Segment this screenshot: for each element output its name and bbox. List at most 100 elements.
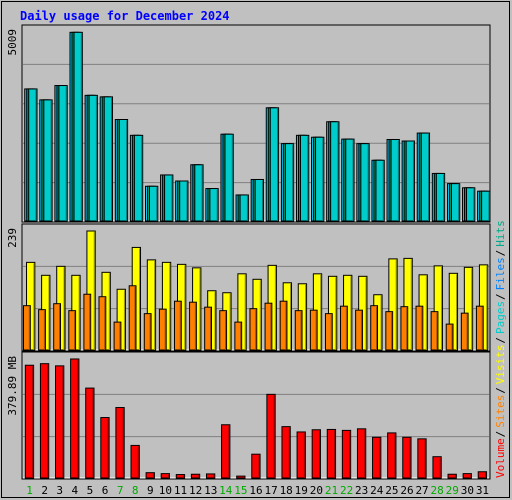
bar-volume-day-16 [251,453,261,479]
x-tick-label-15: 15 [234,484,247,497]
bar-volume-day-31 [477,471,488,479]
bar-pages-day-29 [450,183,461,222]
bar-volume-day-24 [372,436,382,479]
bar-volume-day-18 [281,426,291,479]
legend-separator: / [494,337,507,344]
x-tick-label-12: 12 [189,484,202,497]
bar-sites-day-17 [264,302,273,351]
x-tick-label-9: 9 [147,484,154,497]
bar-volume-day-6 [100,417,110,479]
x-tick-label-24: 24 [370,484,384,497]
bar-volume-day-14 [221,424,231,479]
x-tick-label-25: 25 [385,484,398,497]
bar-sites-day-7 [113,321,122,351]
bar-sites-day-12 [189,301,197,351]
bar-pages-day-9 [148,185,159,222]
bar-pages-day-7 [118,119,129,222]
bar-pages-day-15 [239,194,249,222]
bar-volume-day-13 [205,473,216,479]
x-tick-label-7: 7 [117,484,124,497]
bar-pages-day-19 [299,134,310,222]
bar-pages-day-8 [133,134,144,222]
bar-volume-day-20 [311,429,321,479]
bar-sites-day-9 [143,313,152,351]
bar-volume-day-27 [417,438,427,479]
bar-pages-day-5 [88,94,98,222]
x-tick-label-11: 11 [174,484,187,497]
bar-sites-day-21 [324,313,333,351]
bar-sites-day-8 [128,285,137,351]
x-tick-label-14: 14 [219,484,233,497]
legend-sites: Sites [494,395,507,428]
bar-volume-day-9 [145,472,155,479]
x-tick-label-5: 5 [87,484,94,497]
legend-files: Files [494,257,507,290]
bar-sites-day-15 [234,321,243,351]
bar-volume-day-30 [462,473,472,479]
bar-pages-day-26 [405,140,415,222]
bar-pages-day-2 [43,99,53,222]
bar-sites-day-30 [460,312,469,351]
bar-sites-day-6 [98,296,107,351]
legend-volume: Volume [494,438,507,478]
bar-sites-day-18 [279,300,288,351]
bar-volume-day-19 [296,431,306,479]
bar-pages-day-14 [224,133,234,222]
x-tick-label-30: 30 [461,484,474,497]
bar-volume-day-8 [130,444,140,479]
bar-pages-day-31 [481,190,491,222]
x-tick-label-31: 31 [476,484,489,497]
legend-separator: / [494,293,507,300]
bar-pages-day-3 [58,85,68,222]
bar-volume-day-5 [85,387,95,479]
bar-sites-day-25 [385,311,394,351]
bar-volume-day-21 [326,428,337,479]
bar-volume-day-3 [55,365,65,479]
bar-pages-day-6 [103,96,114,222]
bar-pages-day-20 [315,136,325,222]
bar-sites-day-1 [23,305,31,351]
x-tick-label-26: 26 [400,484,413,497]
bar-pages-day-30 [466,187,476,222]
bar-volume-day-25 [387,432,397,479]
legend-visits: Visits [494,344,507,384]
bar-sites-day-3 [53,303,61,351]
bar-sites-day-16 [249,308,258,351]
bar-volume-day-17 [266,393,276,479]
bar-pages-day-28 [435,172,446,222]
bar-pages-day-25 [390,138,400,222]
bar-volume-day-23 [356,428,367,479]
bar-volume-day-2 [39,363,50,479]
x-tick-label-1: 1 [26,484,33,497]
legend-hits: Hits [494,220,507,247]
bar-pages-day-18 [284,143,295,222]
x-tick-label-21: 21 [325,484,338,497]
bar-sites-day-11 [173,300,182,351]
bar-sites-day-20 [309,309,318,351]
bar-volume-day-28 [432,456,442,479]
bar-volume-day-7 [115,407,125,479]
ylabel-hits-files-pages: 5009 [6,29,19,56]
legend-separator: / [494,250,507,257]
bar-pages-day-27 [420,132,431,222]
bar-volume-day-12 [190,473,201,479]
x-tick-label-3: 3 [56,484,63,497]
bar-volume-day-10 [160,473,170,479]
bar-pages-day-23 [360,143,370,222]
bar-sites-day-4 [68,310,77,351]
bar-sites-day-2 [38,309,46,351]
bar-pages-day-10 [164,174,174,222]
bar-volume-day-29 [447,473,457,479]
x-tick-label-10: 10 [159,484,172,497]
bar-sites-day-22 [340,305,348,351]
x-tick-label-13: 13 [204,484,217,497]
x-tick-label-29: 29 [446,484,459,497]
x-tick-label-17: 17 [264,484,277,497]
legend-separator: / [494,431,507,438]
legend-separator: / [494,387,507,394]
x-tick-label-23: 23 [355,484,368,497]
x-tick-label-8: 8 [132,484,139,497]
bar-pages-day-24 [375,159,385,222]
